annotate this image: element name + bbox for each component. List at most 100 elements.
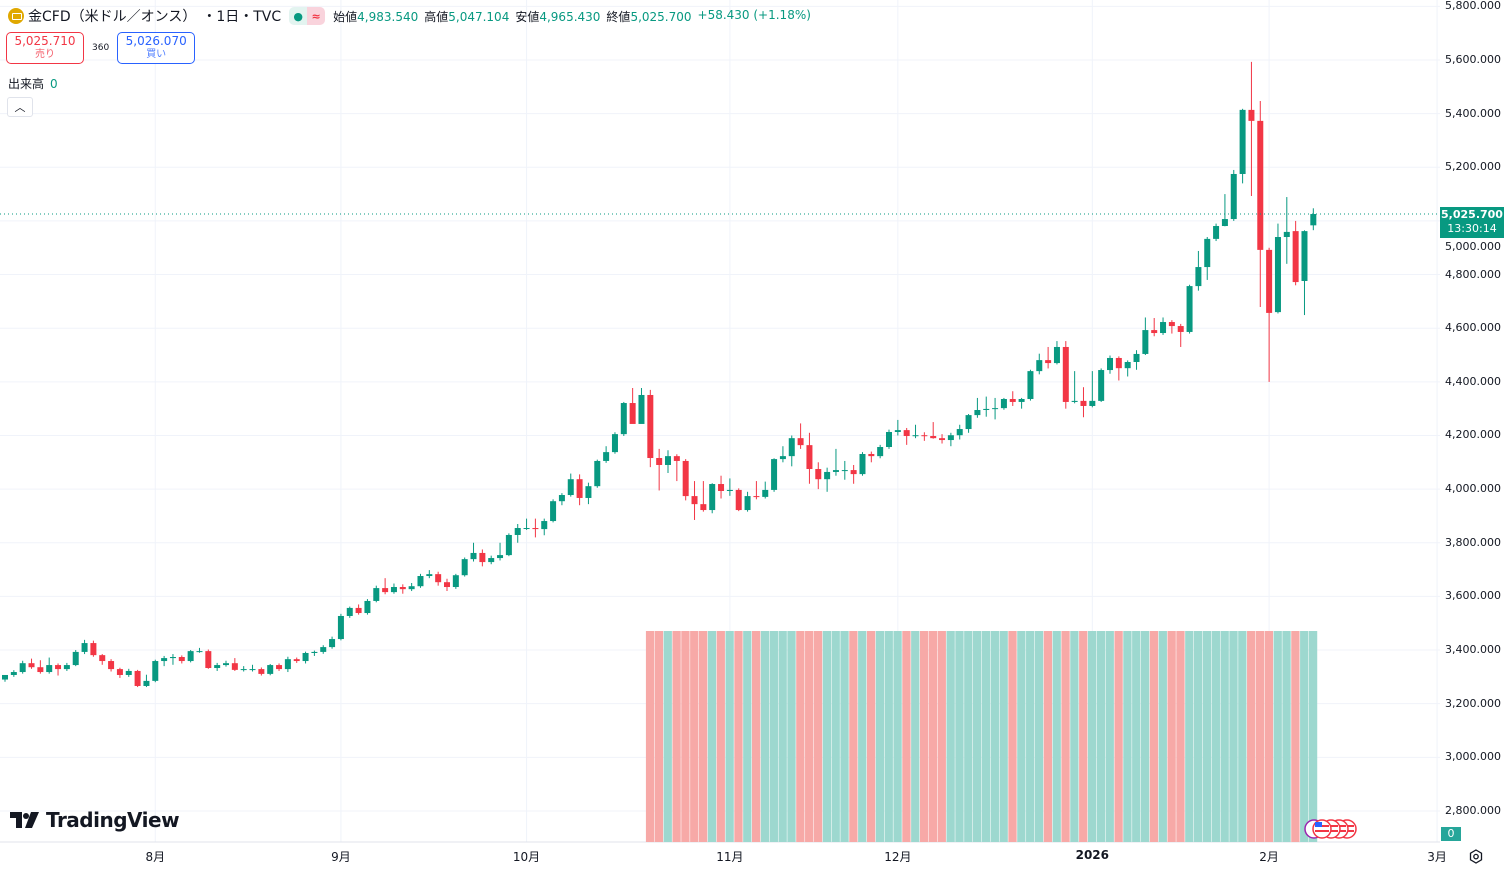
candle-body — [355, 607, 362, 614]
symbol-title[interactable]: 金CFD（米ドル／オンス） — [28, 9, 197, 25]
candle-body — [620, 403, 627, 435]
candle-body — [320, 647, 327, 652]
volume-bar — [813, 631, 823, 842]
candle — [116, 667, 123, 678]
candle-body — [488, 558, 495, 563]
candle-body — [470, 552, 477, 560]
candle — [28, 658, 35, 669]
candle — [1204, 237, 1211, 280]
candle — [1283, 197, 1290, 264]
collapse-legend-button[interactable]: ︿ — [7, 97, 33, 117]
buy-label: 買い — [146, 49, 167, 60]
volume-bar — [698, 631, 708, 842]
current-price: 5,025.700 — [1441, 208, 1503, 221]
candle — [956, 424, 963, 440]
candle-body — [1292, 231, 1299, 283]
candle — [1000, 397, 1007, 410]
interval-source[interactable]: ・1日・TVC — [202, 9, 282, 25]
candle-body — [125, 670, 132, 675]
volume-bar — [1300, 631, 1309, 842]
candle-body — [284, 659, 291, 670]
candle — [276, 663, 283, 671]
volume-bar — [1308, 631, 1318, 842]
price-tick-label: 5,400.000 — [1445, 106, 1501, 120]
candle — [143, 674, 150, 688]
candle-body — [461, 559, 468, 576]
candle-body — [1115, 357, 1122, 369]
candle — [81, 639, 88, 655]
settings-gear-icon[interactable] — [1467, 848, 1485, 866]
price-tick-label: 3,200.000 — [1445, 696, 1501, 710]
candle-body — [1168, 322, 1175, 327]
candle — [771, 458, 778, 492]
status-pill[interactable]: ● ≈ — [289, 7, 326, 25]
candle — [682, 459, 689, 501]
sell-button[interactable]: 5,025.710 売り — [6, 32, 84, 64]
tradingview-logo-icon — [10, 812, 39, 828]
candle — [1053, 341, 1060, 365]
candle — [611, 432, 618, 454]
candle-body — [1213, 226, 1220, 239]
price-tick-label: 5,000.000 — [1445, 240, 1501, 253]
candle — [603, 446, 610, 463]
sell-price: 5,025.710 — [14, 34, 76, 48]
brand-text: TradingView — [46, 808, 180, 832]
candle — [346, 606, 353, 618]
volume-bar — [1185, 631, 1194, 842]
candle-body — [815, 469, 822, 480]
candle — [850, 464, 857, 484]
candle — [426, 570, 433, 579]
price-tick-label: 5,800.000 — [1445, 0, 1501, 13]
candle-body — [647, 394, 654, 459]
candle-body — [63, 665, 70, 670]
candle — [832, 448, 839, 476]
volume-bar — [822, 631, 832, 842]
candle — [514, 523, 521, 543]
candle-body — [302, 652, 309, 662]
buy-button[interactable]: 5,026.070 買い — [117, 32, 196, 64]
volume-legend[interactable]: 出来高 0 — [8, 75, 58, 92]
candle — [187, 650, 194, 663]
candle-body — [390, 587, 397, 593]
candle — [240, 666, 247, 672]
candle-body — [665, 456, 671, 465]
candle — [444, 578, 450, 592]
candle-body — [1000, 399, 1007, 409]
close-label: 終値 — [606, 9, 631, 24]
candle-body — [1098, 370, 1105, 401]
economic-events[interactable] — [1303, 818, 1363, 840]
us-flag-icon[interactable] — [1312, 819, 1332, 839]
candle — [594, 459, 601, 488]
candle — [939, 434, 946, 444]
candle-body — [329, 639, 336, 648]
volume-bar — [840, 631, 849, 842]
candle — [841, 460, 848, 480]
tradingview-logo[interactable]: TradingView — [10, 808, 180, 832]
candle-body — [850, 470, 857, 475]
candle — [1098, 368, 1105, 402]
candle — [435, 571, 442, 586]
time-tick-label: 9月 — [331, 850, 351, 864]
candle — [523, 518, 530, 530]
volume-bar — [866, 631, 876, 842]
candle-body — [903, 430, 910, 437]
candle-body — [311, 651, 318, 653]
candle — [1080, 387, 1087, 418]
candle — [947, 432, 954, 447]
candle — [541, 518, 548, 536]
change-value: +58.430 (+1.18%) — [697, 7, 811, 22]
high-value: 5,047.104 — [448, 9, 510, 24]
candle-body — [1248, 109, 1255, 121]
candle — [903, 427, 910, 445]
volume-bar — [778, 631, 787, 842]
candle — [815, 462, 822, 490]
candle-body — [178, 657, 185, 662]
volume-bar — [1291, 631, 1300, 842]
candle — [37, 660, 44, 674]
volume-bar — [1052, 631, 1061, 842]
candle — [302, 651, 309, 664]
candle — [753, 481, 760, 500]
candle — [1089, 371, 1096, 408]
candle — [293, 657, 300, 663]
